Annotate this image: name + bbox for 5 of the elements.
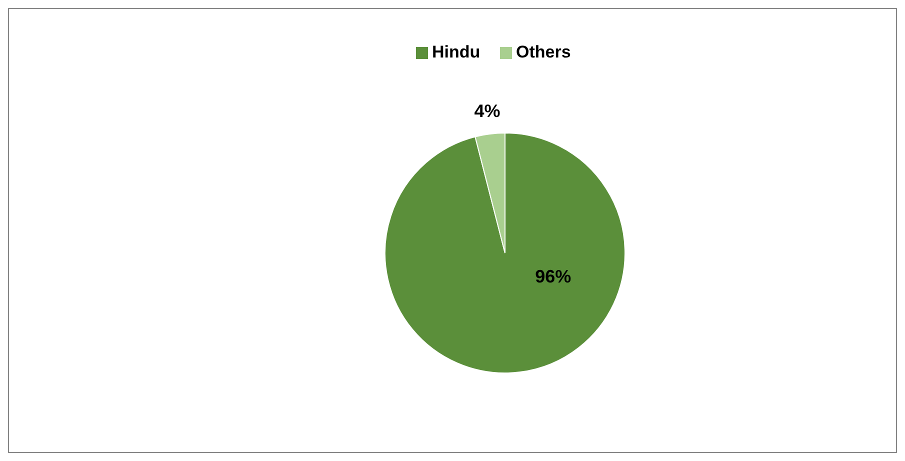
legend-label: Others	[516, 42, 571, 62]
data-label: 96%	[535, 266, 572, 286]
pie-slice	[384, 132, 626, 374]
data-label: 4%	[474, 100, 500, 121]
legend-label: Hindu	[432, 42, 480, 62]
